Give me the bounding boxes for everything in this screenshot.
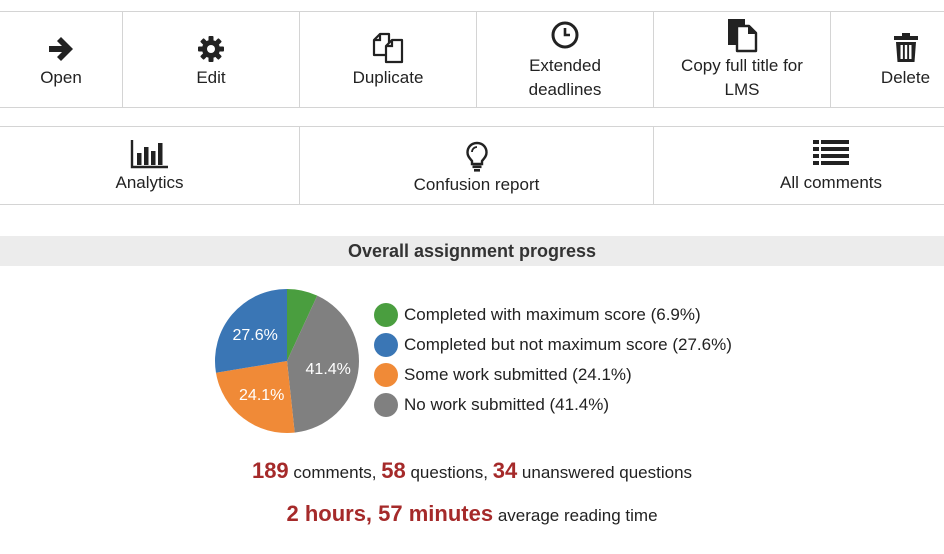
- legend-item-not-max-score: Completed but not maximum score (27.6%): [374, 330, 732, 360]
- legend-item-some-work: Some work submitted (24.1%): [374, 360, 732, 390]
- edit-button[interactable]: Edit: [123, 12, 300, 107]
- copy-document-icon: [728, 19, 758, 53]
- extended-deadlines-label: Extended deadlines: [528, 56, 602, 99]
- legend-item-no-work: No work submitted (41.4%): [374, 390, 732, 420]
- legend-text: Completed with maximum score (6.9%): [404, 305, 701, 324]
- unanswered-label: unanswered questions: [517, 463, 693, 482]
- reading-time-stats: 2 hours, 57 minutes average reading time: [0, 501, 944, 527]
- toolbar-primary: Open Edit: [0, 11, 944, 108]
- trash-icon: [893, 33, 918, 62]
- reading-time-label: average reading time: [493, 506, 658, 525]
- comments-count: 189: [251, 458, 289, 483]
- duplicate-button-label: Duplicate: [352, 68, 424, 87]
- legend-text: No work submitted (41.4%): [404, 395, 610, 414]
- legend-dot-orange: [374, 363, 398, 387]
- open-button[interactable]: Open: [0, 12, 123, 107]
- all-comments-label: All comments: [779, 173, 883, 192]
- duplicate-icon: [372, 32, 404, 64]
- clock-icon: [551, 21, 579, 49]
- pie-slice-completed-but-not-maximum-score: [215, 289, 287, 373]
- arrow-right-icon: [49, 37, 73, 61]
- delete-button-label: Delete: [880, 68, 931, 87]
- delete-button[interactable]: Delete: [831, 12, 944, 107]
- extended-deadlines-button[interactable]: Extended deadlines: [477, 12, 654, 107]
- legend-dot-gray: [374, 393, 398, 417]
- questions-label: questions,: [405, 463, 493, 482]
- duplicate-button[interactable]: Duplicate: [300, 12, 477, 107]
- edit-button-label: Edit: [196, 68, 226, 87]
- confusion-report-label: Confusion report: [413, 175, 540, 194]
- analytics-button-label: Analytics: [115, 173, 184, 192]
- bar-chart-icon: [130, 140, 168, 169]
- gear-icon: [198, 36, 224, 62]
- legend-dot-blue: [374, 333, 398, 357]
- copy-full-title-button[interactable]: Copy full title for LMS: [654, 12, 831, 107]
- pie-legend: Completed with maximum score (6.9%) Comp…: [374, 300, 732, 420]
- progress-pie-chart: 41.4% 24.1% 27.6%: [214, 288, 360, 434]
- lightbulb-icon: [465, 141, 488, 172]
- comment-stats: 189 comments, 58 questions, 34 unanswere…: [0, 458, 944, 484]
- legend-text: Some work submitted (24.1%): [404, 365, 632, 384]
- confusion-report-button[interactable]: Confusion report: [300, 127, 654, 204]
- pie-slice-some-work-submitted: [215, 361, 295, 433]
- questions-count: 58: [381, 458, 406, 483]
- legend-item-max-score: Completed with maximum score (6.9%): [374, 300, 732, 330]
- progress-section-title: Overall assignment progress: [0, 236, 944, 266]
- pie-slice-no-work-submitted: [287, 295, 359, 433]
- legend-dot-green: [374, 303, 398, 327]
- pie-slice-completed-with-maximum-score: [287, 289, 318, 361]
- copy-full-title-label: Copy full title for LMS: [681, 56, 803, 99]
- legend-text: Completed but not maximum score (27.6%): [404, 335, 732, 354]
- unanswered-count: 34: [492, 458, 518, 483]
- comments-label: comments,: [288, 463, 382, 482]
- pie-svg: 41.4% 24.1% 27.6%: [215, 289, 359, 433]
- reading-time-value: 2 hours, 57 minutes: [286, 501, 494, 526]
- pie-slice-label: 27.6%: [232, 327, 277, 344]
- all-comments-button[interactable]: All comments: [654, 127, 944, 204]
- list-icon: [813, 140, 849, 165]
- pie-slice-label: 41.4%: [306, 361, 351, 378]
- toolbar-secondary: Analytics Confusion report All comments: [0, 126, 944, 205]
- pie-slice-label: 24.1%: [239, 387, 284, 404]
- analytics-button[interactable]: Analytics: [0, 127, 300, 204]
- open-button-label: Open: [40, 68, 82, 87]
